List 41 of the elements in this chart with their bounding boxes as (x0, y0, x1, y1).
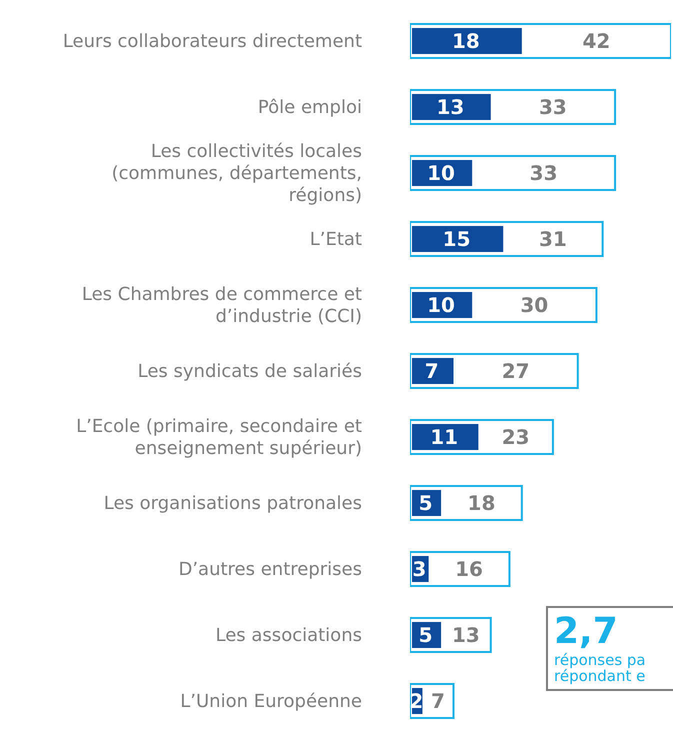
y-tick-label: L’Ecole (primaire, secondaire et enseignement supérieur) (76, 416, 362, 458)
data-label: 3 (412, 557, 426, 581)
data-label: 13 (452, 623, 480, 647)
bar (412, 94, 491, 120)
data-label: 5 (418, 623, 432, 647)
bar (412, 424, 478, 450)
data-label: 11 (430, 425, 458, 449)
y-tick-label: Les organisations patronales (104, 492, 362, 514)
y-tick-label: D’autres entreprises (178, 558, 362, 580)
annotation: réponses pa (554, 650, 647, 669)
bar (412, 28, 522, 54)
y-tick-label: L’Etat (310, 228, 362, 250)
data-label: 33 (539, 95, 567, 119)
data-label: 10 (427, 161, 455, 185)
data-label: 42 (582, 29, 610, 53)
data-label: 31 (539, 227, 567, 251)
data-label: 10 (427, 293, 455, 317)
data-label: 7 (431, 689, 445, 713)
bar (412, 358, 454, 384)
data-label: 15 (442, 227, 471, 251)
y-tick-label: Les collectivités locales (communes, départements, régions) (112, 140, 362, 206)
data-label: 16 (455, 557, 483, 581)
data-label: 23 (502, 425, 530, 449)
data-label: 30 (520, 293, 548, 317)
data-label: 18 (468, 491, 496, 515)
data-label: 33 (530, 161, 558, 185)
data-label: 5 (418, 491, 432, 515)
annotation: répondant e (554, 667, 646, 686)
y-tick-label: Les Chambres de commerce et d’industrie (CCI) (82, 284, 362, 326)
y-tick-label: L’Union Européenne (180, 690, 362, 712)
data-label: 7 (424, 359, 439, 383)
y-tick-label: Les associations (216, 624, 362, 646)
y-tick-label: Les syndicats de salariés (138, 360, 362, 382)
callout-box: 2,7 réponses pa répondant e (546, 606, 673, 691)
data-label: 18 (452, 29, 480, 53)
bar (412, 226, 504, 252)
y-tick-label: Pôle emploi (258, 96, 362, 118)
data-label: 13 (436, 95, 464, 119)
data-label: 27 (502, 359, 530, 383)
annotation: 2,7 (554, 611, 619, 652)
y-tick-label: Leurs collaborateurs directement (62, 30, 362, 52)
